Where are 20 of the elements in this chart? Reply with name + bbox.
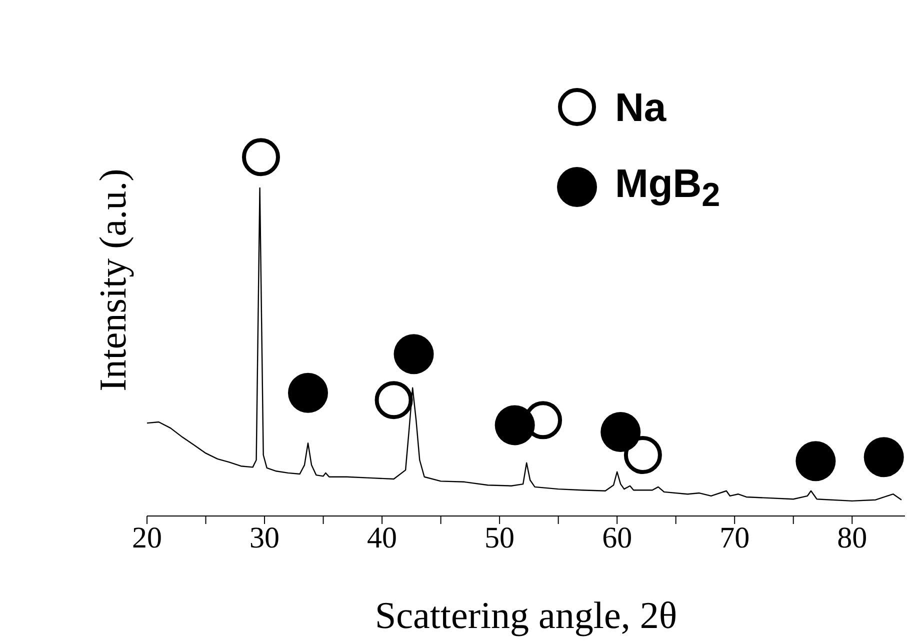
point [864,437,904,478]
x-tick-label: 20 [132,521,162,554]
point [624,436,662,474]
point [600,412,641,452]
point [796,441,836,482]
legend-label: MgB$_{2}$ [615,162,720,214]
legend-label: Na [615,86,666,130]
x-tick-label: 40 [367,521,398,554]
point [288,372,328,413]
x-tick-label: 30 [250,521,280,554]
x-tick-label: 80 [837,521,868,554]
x-tick-label: 70 [720,521,750,554]
y-axis-title: Intensity (a.u.) [91,168,135,391]
point [242,138,280,176]
x-tick-label: 60 [602,521,632,554]
x-axis-title: Scattering angle, 2θ [374,595,678,637]
point [374,381,413,420]
x-tick-label: 50 [484,521,515,554]
point [494,405,535,446]
point [394,334,434,374]
